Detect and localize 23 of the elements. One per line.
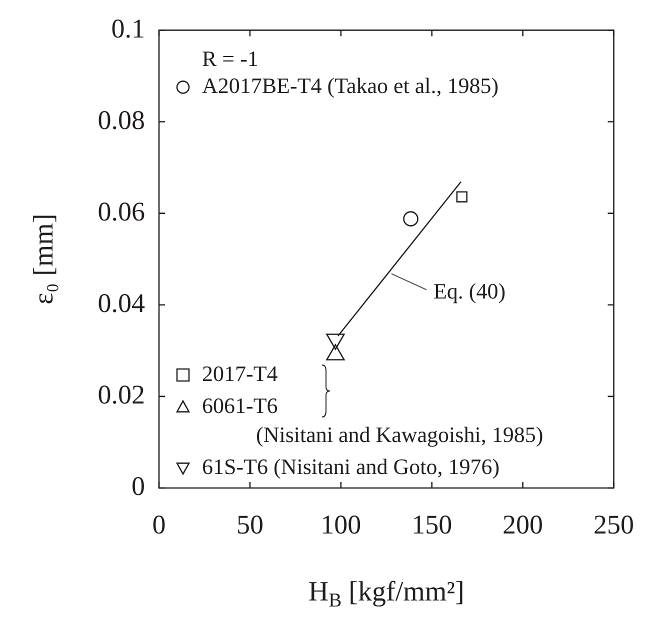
x-tick-label: 200	[502, 509, 544, 540]
y-tick-label: 0	[132, 471, 145, 502]
y-axis-title: ε₀ [mm]	[28, 214, 60, 304]
x-tick-label: 100	[320, 509, 362, 540]
legend-label: 2017-T4	[202, 360, 278, 386]
point	[403, 211, 418, 226]
y-tick-label: 0.02	[98, 380, 145, 410]
y-tick-label: 0.08	[98, 104, 145, 135]
annotation: (Nisitani and Kawagoishi, 1985)	[256, 422, 544, 447]
x-tick-label: 150	[412, 509, 452, 540]
y-tick-label: 0.04	[98, 288, 146, 318]
annotation: Eq. (40)	[433, 278, 506, 304]
x-tick-label: 0	[152, 509, 166, 540]
legend-label: A2017BE-T4 (Takao et al., 1985)	[202, 72, 499, 98]
y-tick-label: 0.06	[98, 196, 145, 226]
x-tick-label: 50	[236, 509, 264, 540]
annotation: R = -1	[202, 46, 258, 71]
legend-label: 61S-T6 (Nisitani and Goto, 1976)	[202, 454, 500, 479]
point	[456, 191, 468, 202]
x-tick-label: 250	[594, 509, 634, 540]
point	[326, 344, 345, 360]
y-tick-label: 0.1	[111, 13, 145, 44]
legend-label: 6061-T6	[202, 392, 278, 418]
